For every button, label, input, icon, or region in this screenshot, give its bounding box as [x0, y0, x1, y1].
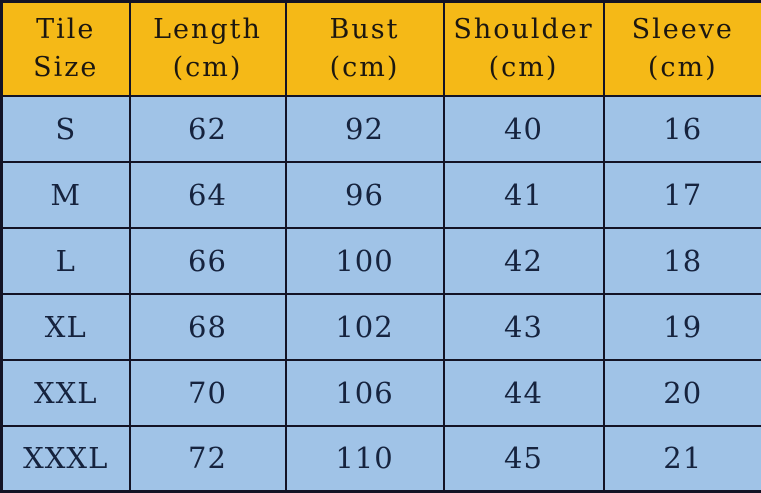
- cell-bust: 110: [284, 424, 445, 493]
- column-header-length-line1: Length: [153, 13, 262, 45]
- cell-sleeve: 17: [602, 160, 761, 229]
- cell-size: XXL: [0, 358, 131, 427]
- column-header-shoulder-line1: Shoulder: [453, 13, 594, 45]
- cell-length: 62: [128, 94, 287, 163]
- column-header-length-line2: (cm): [172, 51, 243, 83]
- table-row-m: M 64 96 41 17: [0, 160, 761, 229]
- cell-length: 72: [128, 424, 287, 493]
- cell-size: L: [0, 226, 131, 295]
- cell-length: 66: [128, 226, 287, 295]
- cell-length: 64: [128, 160, 287, 229]
- cell-bust: 92: [284, 94, 445, 163]
- cell-sleeve: 20: [602, 358, 761, 427]
- cell-shoulder: 45: [442, 424, 605, 493]
- cell-bust: 100: [284, 226, 445, 295]
- cell-sleeve: 18: [602, 226, 761, 295]
- cell-shoulder: 40: [442, 94, 605, 163]
- cell-sleeve: 21: [602, 424, 761, 493]
- cell-size: M: [0, 160, 131, 229]
- table-row-l: L 66 100 42 18: [0, 226, 761, 295]
- table-row-xl: XL 68 102 43 19: [0, 292, 761, 361]
- table-row-xxl: XXL 70 106 44 20: [0, 358, 761, 427]
- cell-shoulder: 43: [442, 292, 605, 361]
- column-header-size-line2: Size: [33, 51, 99, 83]
- header-row: Tile Size Length (cm) Bust (cm) Shoulder…: [0, 0, 761, 97]
- column-header-sleeve: Sleeve (cm): [602, 0, 761, 97]
- cell-sleeve: 16: [602, 94, 761, 163]
- column-header-size: Tile Size: [0, 0, 131, 97]
- cell-bust: 106: [284, 358, 445, 427]
- cell-size: XL: [0, 292, 131, 361]
- column-header-length: Length (cm): [128, 0, 287, 97]
- table-row-s: S 62 92 40 16: [0, 94, 761, 163]
- column-header-size-line1: Tile: [36, 13, 96, 45]
- column-header-bust: Bust (cm): [284, 0, 445, 97]
- column-header-shoulder-line2: (cm): [488, 51, 559, 83]
- cell-shoulder: 41: [442, 160, 605, 229]
- cell-length: 70: [128, 358, 287, 427]
- cell-bust: 102: [284, 292, 445, 361]
- column-header-sleeve-line1: Sleeve: [631, 13, 734, 45]
- cell-bust: 96: [284, 160, 445, 229]
- cell-length: 68: [128, 292, 287, 361]
- cell-shoulder: 44: [442, 358, 605, 427]
- table-row-xxxl: XXXL 72 110 45 21: [0, 424, 761, 493]
- column-header-shoulder: Shoulder (cm): [442, 0, 605, 97]
- cell-size: XXXL: [0, 424, 131, 493]
- column-header-sleeve-line2: (cm): [647, 51, 718, 83]
- cell-shoulder: 42: [442, 226, 605, 295]
- column-header-bust-line1: Bust: [329, 13, 400, 45]
- column-header-bust-line2: (cm): [329, 51, 400, 83]
- cell-sleeve: 19: [602, 292, 761, 361]
- cell-size: S: [0, 94, 131, 163]
